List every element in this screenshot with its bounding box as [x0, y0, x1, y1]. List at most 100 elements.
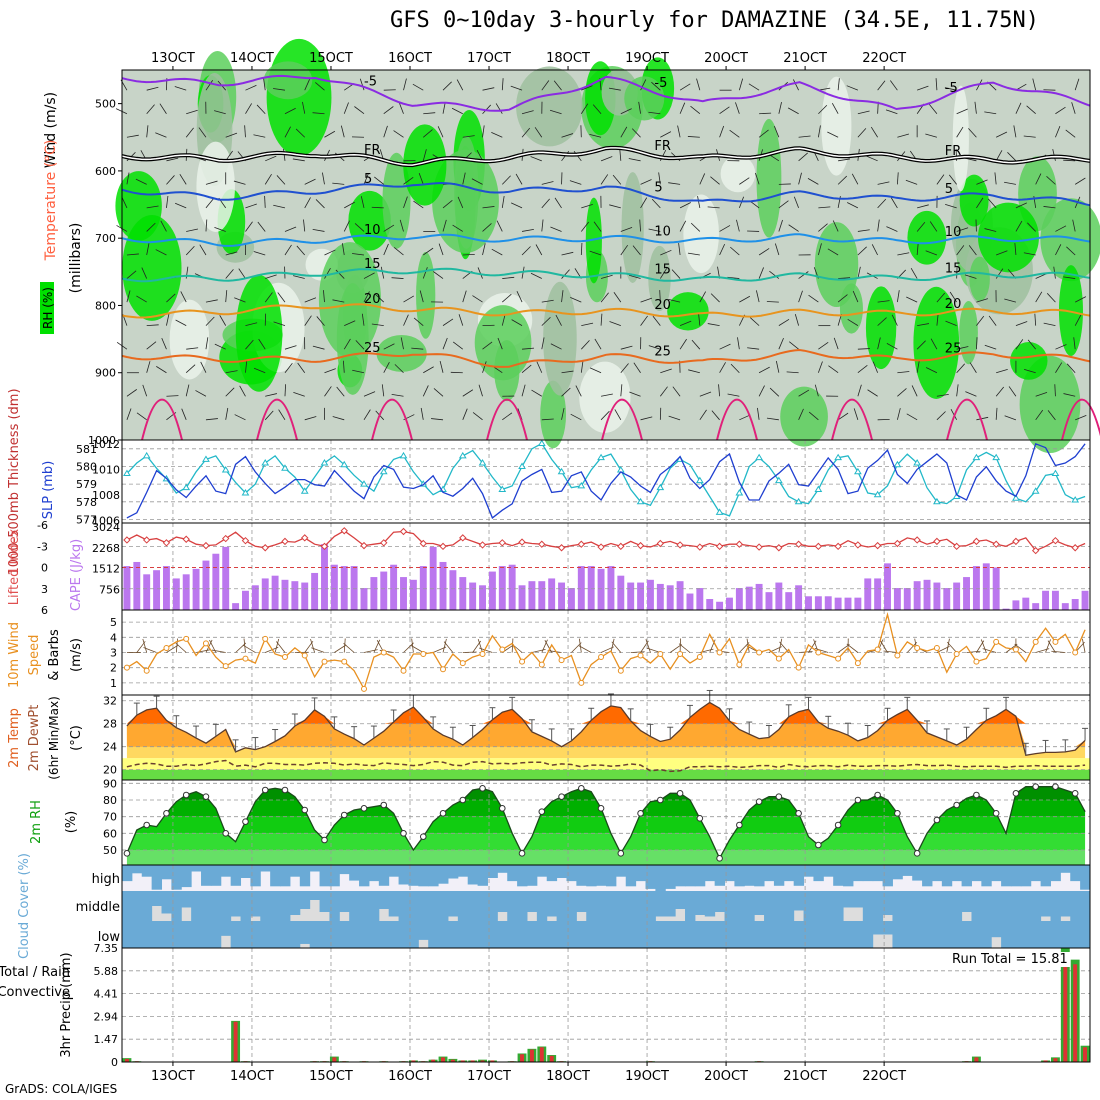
wind-barb [205, 316, 215, 326]
footer-credit: GrADS: COLA/IGES [5, 1082, 118, 1096]
wind-barb [711, 410, 720, 421]
wind-barb-10m [547, 650, 562, 653]
contour-label: 5 [945, 182, 953, 197]
wind-barb [788, 224, 799, 232]
point-marker [301, 652, 308, 659]
point-marker [123, 664, 130, 671]
wind-barb [793, 196, 799, 209]
contour-30 [1061, 398, 1100, 441]
wind-barb [472, 295, 483, 303]
cape-bar [765, 592, 773, 610]
contour-label: 20 [945, 297, 962, 312]
wind-barb [613, 292, 622, 303]
wind-barb [831, 103, 839, 114]
cloud-bar [655, 921, 666, 948]
cloud-bar [171, 891, 182, 921]
temp-tick: 20 [103, 764, 117, 777]
wind-barb [166, 175, 175, 185]
thickness-marker [399, 451, 408, 459]
wind-barb [719, 243, 726, 256]
point-marker [677, 651, 684, 658]
rh-band [126, 850, 1086, 865]
wind-barb-10m [646, 647, 661, 653]
wind-barb-10m [578, 645, 592, 653]
wind-barb [185, 127, 194, 138]
rh-point [261, 786, 269, 794]
ylabel-degc: (°C) [69, 725, 84, 751]
contour-label: FR [654, 139, 671, 154]
li-marker [419, 539, 427, 548]
wind-barb [739, 177, 750, 185]
rh-shade [624, 76, 665, 121]
cloud-bar [1050, 891, 1061, 921]
wind-barb [758, 267, 764, 279]
wind-barb [332, 416, 345, 421]
point-marker [933, 644, 940, 651]
wind-barb [877, 181, 890, 185]
wind-barb-10m [143, 647, 157, 653]
thickness-marker [123, 469, 131, 477]
cape-bar [1002, 608, 1010, 610]
wind-barb [530, 156, 542, 162]
wind-barb [766, 417, 779, 421]
wind-barb [253, 251, 266, 256]
rh-shade [543, 281, 577, 396]
wind-barb [400, 337, 404, 350]
wind-barb [620, 126, 628, 138]
wind-barb [541, 80, 550, 91]
cloud-bar [536, 921, 548, 948]
cloud-bar [556, 891, 567, 921]
wind-barb [374, 293, 385, 303]
cloud-bar [912, 865, 923, 881]
thickness-marker [182, 483, 191, 491]
contour-freezing-inner [121, 147, 1091, 166]
wind-barb [214, 110, 226, 115]
cloud-bar [1040, 865, 1051, 887]
rh-shade [969, 256, 990, 302]
wind-barb [632, 245, 641, 256]
wind-barb [380, 266, 385, 279]
wind-barb [837, 412, 849, 421]
contour-30 [831, 398, 873, 441]
wind-barb [594, 338, 602, 350]
contour-label: 5 [654, 180, 662, 195]
wind-barb [422, 385, 429, 397]
cape-bar [666, 585, 674, 610]
wind-barb [554, 197, 562, 209]
cloud-bar [892, 865, 903, 880]
cape-bar [775, 582, 783, 610]
li-marker [893, 539, 902, 548]
wind-barb [600, 393, 613, 397]
wind-barb [570, 297, 582, 303]
rh-shade [494, 340, 520, 402]
wind-barb [789, 341, 799, 350]
wind-barb [1071, 102, 1076, 114]
wind-barb [1007, 152, 1017, 162]
wind-barb [956, 384, 959, 397]
wind-barb [521, 110, 534, 115]
cloud-bar [675, 891, 686, 909]
cape-bar [558, 582, 566, 610]
cloud-bar [349, 921, 360, 948]
wind-barb-10m [837, 643, 850, 653]
wind-barb [896, 290, 900, 303]
cloud-bar [724, 865, 735, 882]
wind-barb [1035, 291, 1043, 303]
li-marker [834, 542, 842, 551]
x-axis-label-bottom: 20OCT [704, 1069, 748, 1084]
wind-tick: 5 [110, 616, 117, 629]
wind-barb [995, 407, 998, 420]
x-axis-label-top: 15OCT [309, 51, 353, 66]
temp-line [126, 701, 1086, 757]
wind-barb [668, 415, 681, 421]
thickness-marker [577, 481, 586, 489]
wind-barb [600, 156, 613, 162]
rh-shade [382, 152, 411, 249]
cloud-bar [576, 921, 587, 948]
li-marker [972, 537, 981, 546]
wind-barb-10m [544, 640, 553, 653]
precip-panel-frame [121, 947, 1091, 1063]
thickness-tick: 578 [76, 496, 97, 509]
ylabel-2m-dewpt: 2m DewPt [27, 705, 42, 772]
cloud-bar [1010, 865, 1022, 887]
